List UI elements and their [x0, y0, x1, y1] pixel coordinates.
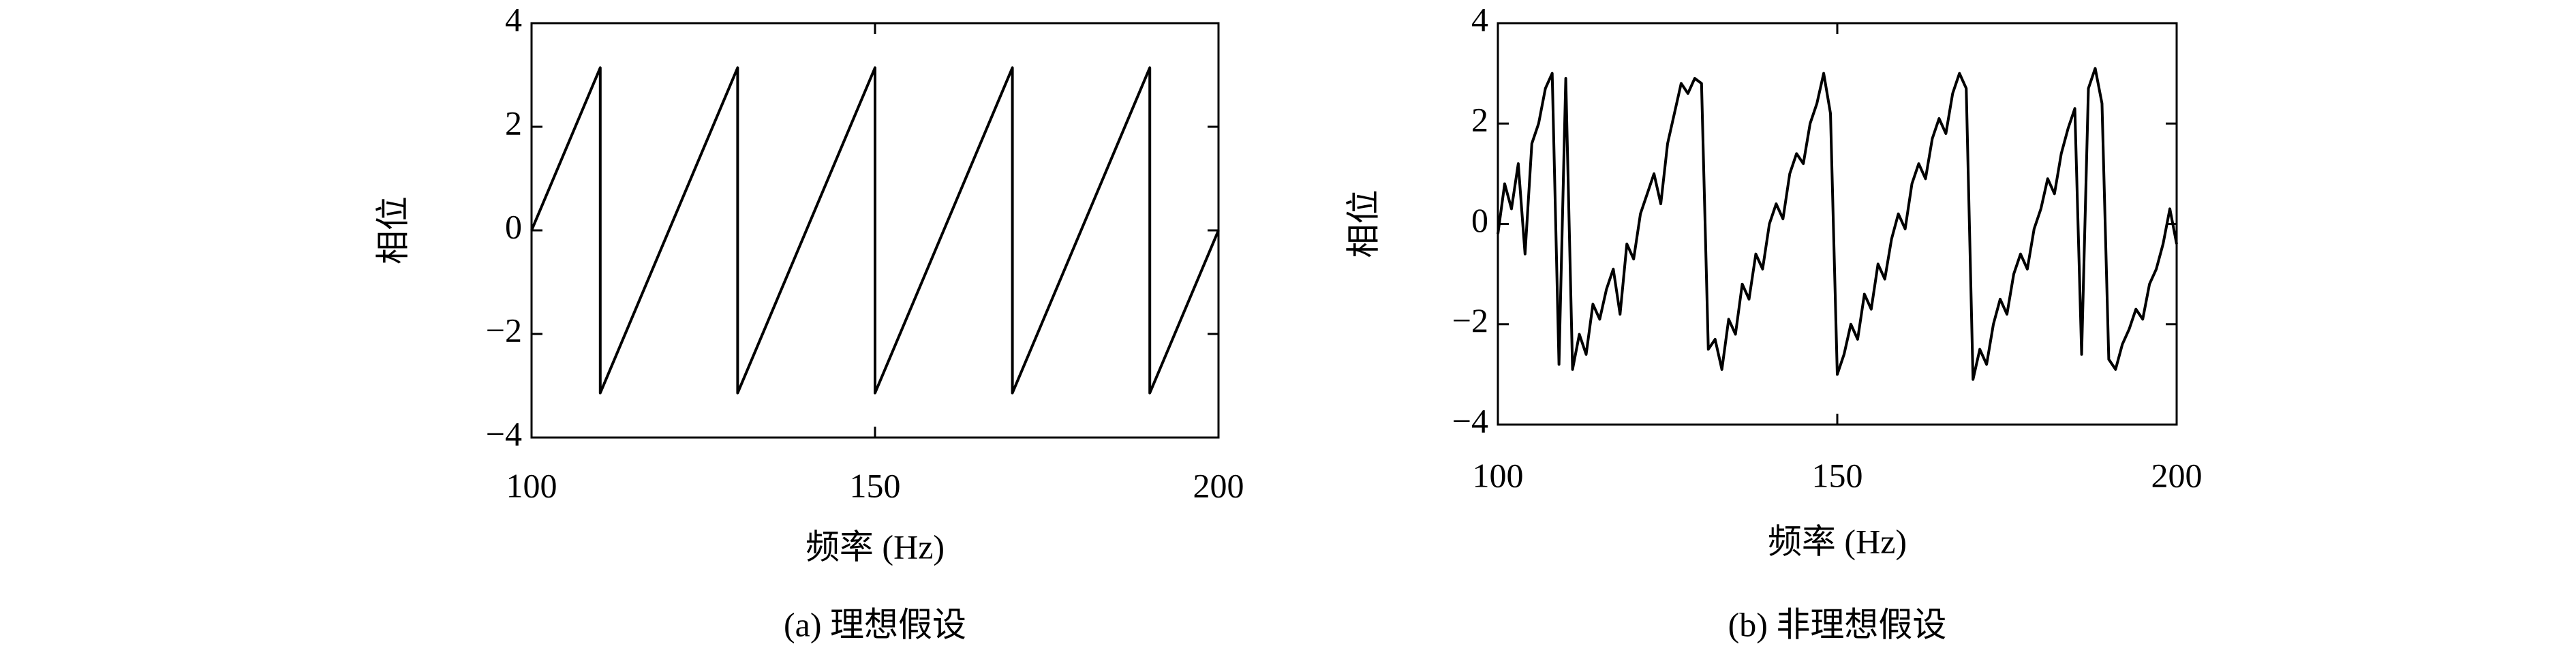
y-axis-label: 相位	[373, 196, 412, 264]
y-axis-label: 相位	[1344, 190, 1382, 258]
x-tick-label: 150	[850, 466, 901, 504]
y-tick-label: −4	[1452, 401, 1488, 440]
x-tick-label: 100	[1473, 456, 1524, 494]
plot-frame	[530, 22, 1220, 439]
y-tick-label: 0	[505, 207, 522, 245]
x-axis-label: 频率 (Hz)	[806, 528, 945, 566]
y-tick-label: 2	[505, 104, 522, 142]
y-tick-label: 4	[505, 0, 522, 38]
y-tick-label: 0	[1471, 201, 1488, 239]
y-tick-label: −2	[1452, 301, 1488, 339]
y-tick-label: −2	[486, 311, 522, 349]
data-line	[530, 66, 1220, 395]
y-tick-label: 2	[1471, 101, 1488, 139]
x-tick-label: 200	[2151, 456, 2203, 494]
plot-frame	[1497, 22, 2178, 426]
caption: (a) 理想假设	[784, 605, 966, 643]
x-tick-label: 100	[506, 466, 557, 504]
x-tick-label: 200	[1193, 466, 1244, 504]
x-axis-label: 频率 (Hz)	[1768, 522, 1907, 560]
y-tick-label: 4	[1471, 0, 1488, 38]
data-line	[1497, 67, 2178, 381]
y-tick-label: −4	[486, 414, 522, 453]
caption: (b) 非理想假设	[1728, 605, 1947, 643]
x-tick-label: 150	[1812, 456, 1863, 494]
